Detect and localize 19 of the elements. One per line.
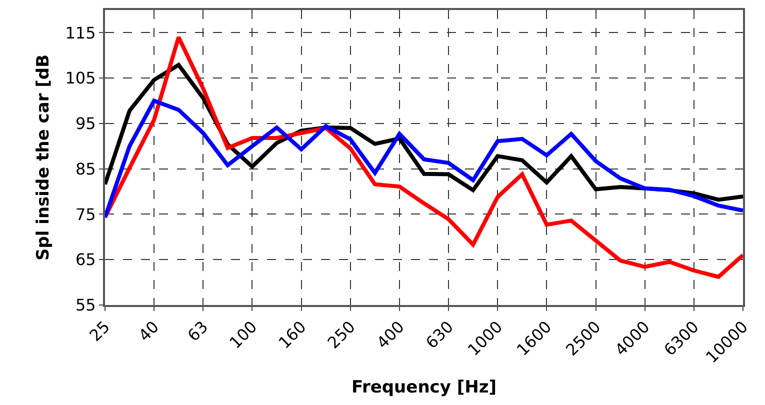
y-tick-label: 65 — [75, 250, 96, 270]
x-axis-title: Frequency [Hz] — [351, 378, 497, 398]
y-tick-label: 55 — [75, 296, 96, 315]
y-tick-label: 105 — [65, 68, 96, 88]
x-tick-label: 630 — [422, 317, 458, 352]
x-tick-label: 63 — [184, 317, 212, 346]
x-tick-label: 40 — [134, 317, 163, 346]
x-tick-label: 160 — [274, 317, 310, 352]
y-tick-label: 95 — [75, 114, 96, 134]
line-series — [105, 98, 743, 220]
x-tick-label: 100 — [226, 317, 261, 352]
x-tick-label: 400 — [372, 317, 408, 352]
x-tick-label: 250 — [324, 317, 359, 352]
y-tick-label: 75 — [75, 204, 96, 224]
line-series — [105, 35, 743, 279]
y-tick-label: 85 — [75, 159, 96, 178]
x-tick-label: 25 — [86, 317, 114, 346]
y-axis-title: Spl inside the car [dB — [33, 54, 54, 261]
y-tick-label: 115 — [65, 23, 96, 42]
